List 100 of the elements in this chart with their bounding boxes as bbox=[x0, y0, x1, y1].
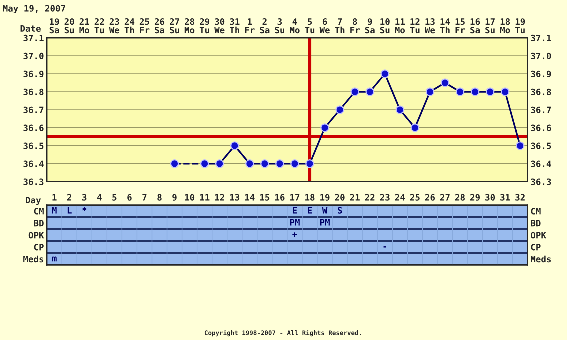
x-tick-label: 5 Tu bbox=[305, 18, 315, 34]
y2-tick-label: 36.9 bbox=[531, 70, 552, 78]
x-tick-label: 20 Su bbox=[64, 18, 74, 34]
x-tick-label: 5 bbox=[112, 194, 117, 201]
x-tick-label: 13 We bbox=[424, 18, 436, 34]
y2-tick-label: 36.8 bbox=[531, 88, 552, 96]
x-tick-label: 28 Mo bbox=[184, 18, 195, 34]
y-tick-label: 37.0 bbox=[24, 52, 44, 60]
x-tick-label: 16 Sa bbox=[470, 18, 480, 34]
x-tick-label: 13 bbox=[230, 194, 240, 201]
y2-tick-label: 37.0 bbox=[531, 52, 552, 60]
x-tick-label: 18 Mo bbox=[500, 18, 510, 34]
point bbox=[230, 142, 240, 150]
text: W bbox=[322, 207, 328, 214]
point bbox=[200, 160, 210, 168]
y2-tick-label: Meds bbox=[531, 256, 552, 263]
y2-tick-label: 36.7 bbox=[531, 106, 552, 114]
point bbox=[456, 88, 465, 96]
x-tick-label: 25 bbox=[410, 194, 420, 201]
y-tick-label: 36.4 bbox=[24, 160, 44, 168]
x-tick-label: 9 bbox=[172, 194, 177, 201]
x-tick-label: 28 bbox=[455, 194, 465, 201]
x-tick-label: 15 Fr bbox=[456, 18, 466, 34]
point bbox=[246, 160, 254, 168]
x-tick-label: 12 Tu bbox=[410, 18, 420, 34]
point bbox=[516, 142, 525, 150]
point bbox=[486, 88, 495, 96]
x-tick-label: 25 Fr bbox=[140, 18, 150, 34]
y-tick-label: BD bbox=[34, 220, 44, 227]
x-tick-label: 11 bbox=[200, 194, 210, 201]
point bbox=[306, 160, 314, 168]
x-axis-title: Day bbox=[26, 197, 42, 206]
x-tick-label: 22 bbox=[365, 194, 375, 201]
text: M bbox=[52, 207, 57, 214]
y2-tick-label: 36.6 bbox=[531, 124, 552, 132]
x-tick-label: 26 bbox=[425, 194, 436, 201]
x-tick-label: 24 Th bbox=[124, 18, 135, 34]
x-tick-label: 7 bbox=[142, 194, 147, 201]
x-tick-label: 10 Su bbox=[380, 18, 390, 34]
text: L bbox=[68, 207, 72, 214]
x-tick-label: 4 Mo bbox=[290, 18, 300, 34]
point bbox=[336, 106, 344, 114]
x-tick-label: 4 bbox=[97, 194, 102, 201]
y2-tick-label: BD bbox=[531, 220, 541, 227]
y-tick-label: CP bbox=[34, 244, 44, 251]
text: PM bbox=[320, 219, 330, 226]
point bbox=[215, 160, 224, 168]
x-tick-label: 17 bbox=[290, 194, 300, 201]
point bbox=[426, 88, 435, 96]
y2-tick-label: OPK bbox=[531, 232, 546, 239]
text: + bbox=[292, 232, 298, 238]
x-tick-label: 16 bbox=[275, 194, 285, 201]
y-tick-label: 36.7 bbox=[24, 106, 44, 114]
x-tick-label: 23 bbox=[380, 194, 390, 201]
y-tick-label: 37.1 bbox=[24, 34, 44, 42]
y-tick-label: CM bbox=[34, 208, 44, 215]
x-tick-label: 31 bbox=[500, 194, 510, 201]
x-tick-label: 10 bbox=[185, 194, 195, 201]
x-tick-label: 19 bbox=[320, 194, 330, 201]
x-tick-label: 26 Sa bbox=[154, 18, 165, 34]
x-tick-label: 3 bbox=[82, 194, 87, 201]
x-tick-label: 1 bbox=[52, 194, 57, 201]
y-tick-label: 36.6 bbox=[24, 124, 44, 132]
x-tick-label: 14 bbox=[245, 194, 255, 201]
point bbox=[366, 88, 374, 96]
point bbox=[320, 124, 330, 132]
x-tick-label: 18 bbox=[306, 194, 315, 201]
y-tick-label: Meds bbox=[24, 256, 44, 263]
x-tick-label: 17 Su bbox=[486, 18, 495, 34]
x-tick-label: 6 bbox=[128, 194, 132, 201]
text: S bbox=[338, 207, 342, 214]
point bbox=[350, 88, 360, 96]
point bbox=[260, 160, 270, 168]
x-tick-label: 3 Su bbox=[275, 18, 284, 34]
x-tick-label: 9 Sa bbox=[365, 18, 375, 34]
x-tick-label: 6 We bbox=[320, 18, 330, 34]
x-tick-label: 21 Mo bbox=[80, 18, 90, 34]
y-tick-label: OPK bbox=[28, 232, 44, 239]
x-tick-label: 27 bbox=[440, 194, 450, 201]
x-tick-label: 24 bbox=[395, 194, 406, 201]
x-tick-label: 30 bbox=[486, 194, 496, 201]
x-tick-label: 31 Th bbox=[230, 18, 240, 34]
x-tick-label: 19 Sa bbox=[50, 18, 60, 34]
point bbox=[440, 78, 450, 88]
point bbox=[380, 70, 390, 78]
point bbox=[500, 88, 510, 96]
y2-tick-label: 36.3 bbox=[531, 178, 552, 186]
text: E bbox=[308, 207, 312, 214]
x-tick-label: 21 bbox=[350, 194, 360, 201]
x-tick-label: 15 bbox=[260, 194, 270, 201]
point bbox=[470, 88, 480, 96]
x-tick-label: 23 We bbox=[109, 18, 120, 34]
point bbox=[396, 106, 405, 114]
text: m bbox=[52, 256, 57, 262]
point bbox=[410, 124, 420, 132]
x-tick-label: 27 Su bbox=[170, 18, 180, 34]
text: * bbox=[82, 207, 87, 212]
text: - bbox=[384, 246, 386, 248]
y-tick-label: 36.3 bbox=[24, 178, 44, 186]
x-tick-label: 2 bbox=[67, 194, 72, 201]
